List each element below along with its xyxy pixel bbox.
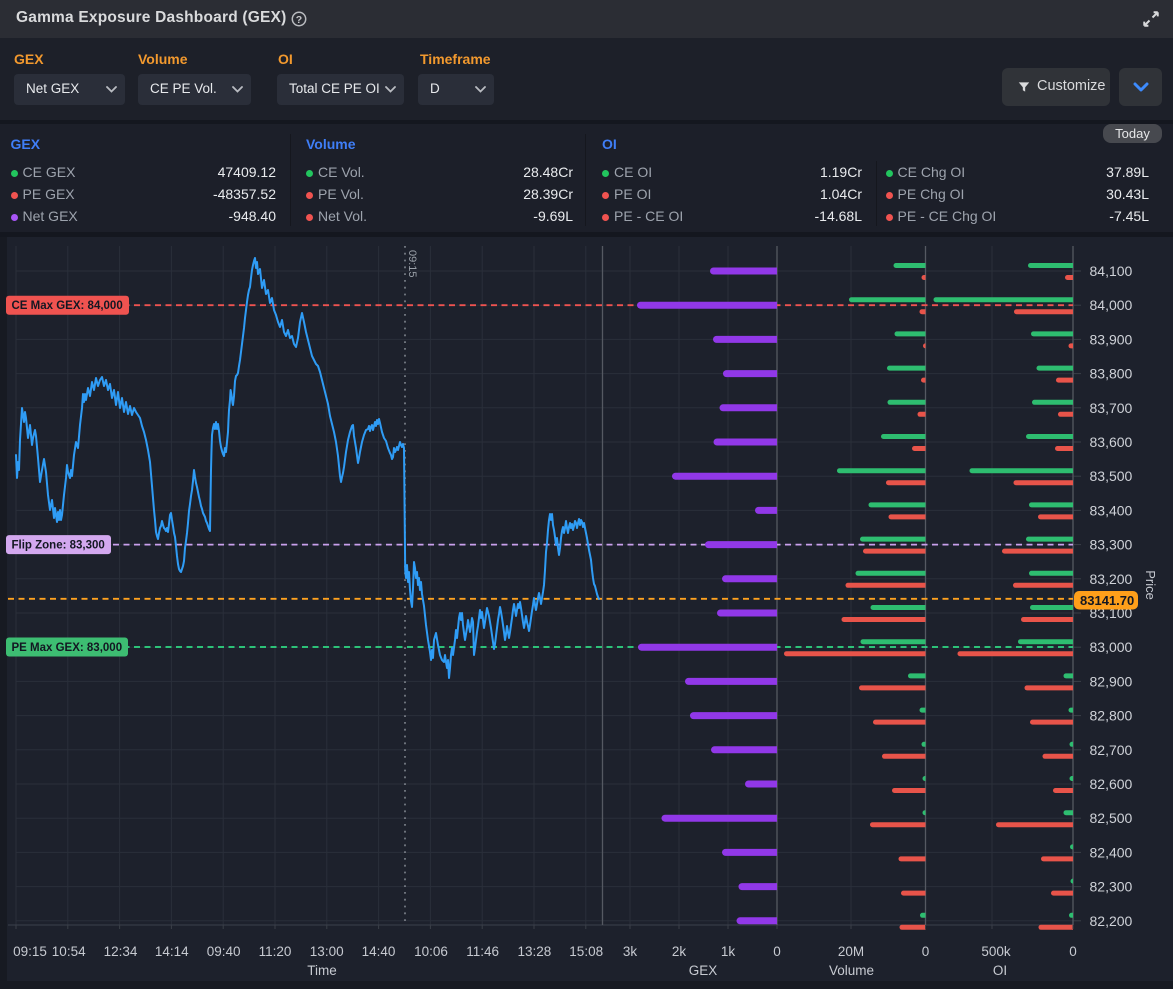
svg-text:09:15: 09:15 (406, 250, 418, 278)
svg-text:82,200: 82,200 (1090, 913, 1133, 929)
svg-text:PE Max GEX: 83,000: PE Max GEX: 83,000 (12, 642, 123, 654)
svg-text:15:08: 15:08 (569, 944, 603, 959)
svg-text:2k: 2k (672, 944, 687, 959)
svg-text:13:00: 13:00 (310, 944, 344, 959)
svg-text:CE Max GEX: 84,000: CE Max GEX: 84,000 (12, 300, 123, 312)
svg-text:11:20: 11:20 (259, 944, 292, 959)
svg-text:83,000: 83,000 (1090, 639, 1133, 655)
svg-text:Time: Time (307, 963, 337, 978)
svg-text:82,700: 82,700 (1090, 742, 1133, 758)
svg-text:09:40: 09:40 (207, 944, 241, 959)
svg-text:84,000: 84,000 (1090, 297, 1133, 313)
svg-text:10:54: 10:54 (52, 944, 86, 959)
svg-text:82,400: 82,400 (1090, 844, 1133, 860)
svg-text:3k: 3k (623, 944, 638, 959)
svg-text:83,800: 83,800 (1090, 366, 1133, 382)
svg-text:0: 0 (922, 944, 930, 959)
svg-text:82,900: 82,900 (1090, 673, 1133, 689)
svg-text:10:06: 10:06 (414, 944, 448, 959)
svg-text:500k: 500k (981, 944, 1011, 959)
svg-text:83,700: 83,700 (1090, 400, 1133, 416)
svg-text:82,800: 82,800 (1090, 708, 1133, 724)
svg-text:83,900: 83,900 (1090, 331, 1133, 347)
svg-text:0: 0 (773, 944, 781, 959)
svg-text:83,300: 83,300 (1090, 537, 1133, 553)
svg-text:11:46: 11:46 (466, 944, 499, 959)
svg-text:82,500: 82,500 (1090, 810, 1133, 826)
svg-text:83,200: 83,200 (1090, 571, 1133, 587)
svg-text:0: 0 (1069, 944, 1077, 959)
svg-text:83,500: 83,500 (1090, 468, 1133, 484)
svg-text:12:34: 12:34 (104, 944, 138, 959)
svg-text:OI: OI (993, 963, 1007, 978)
svg-text:82,600: 82,600 (1090, 776, 1133, 792)
svg-text:Volume: Volume (829, 963, 874, 978)
svg-text:14:40: 14:40 (362, 944, 396, 959)
svg-text:14:14: 14:14 (155, 944, 189, 959)
svg-text:83,400: 83,400 (1090, 502, 1133, 518)
svg-text:?: ? (296, 14, 302, 26)
svg-text:1k: 1k (721, 944, 736, 959)
svg-text:09:15: 09:15 (13, 944, 47, 959)
svg-text:83,600: 83,600 (1090, 434, 1133, 450)
svg-text:GEX: GEX (689, 963, 718, 978)
svg-text:82,300: 82,300 (1090, 879, 1133, 895)
svg-text:Price: Price (1143, 570, 1158, 600)
svg-text:84,100: 84,100 (1090, 263, 1133, 279)
svg-text:13:28: 13:28 (518, 944, 552, 959)
svg-text:Flip Zone: 83,300: Flip Zone: 83,300 (12, 540, 105, 552)
svg-text:83141.70: 83141.70 (1080, 593, 1134, 608)
svg-text:20M: 20M (838, 944, 864, 959)
